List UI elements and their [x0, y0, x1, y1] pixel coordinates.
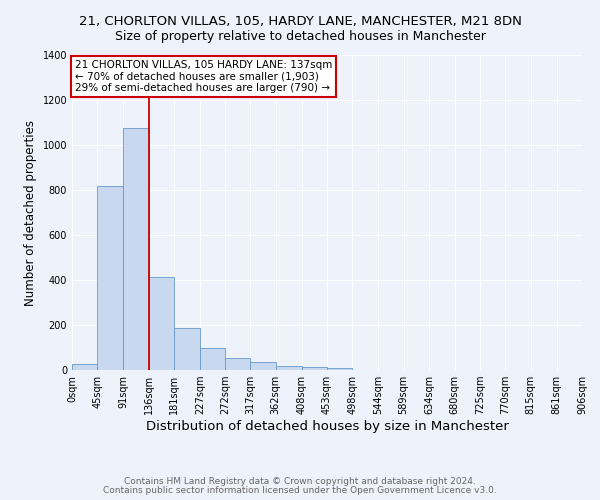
Text: Size of property relative to detached houses in Manchester: Size of property relative to detached ho… — [115, 30, 485, 43]
Text: Contains HM Land Registry data © Crown copyright and database right 2024.: Contains HM Land Registry data © Crown c… — [124, 477, 476, 486]
Bar — [174, 328, 200, 370]
Bar — [250, 362, 276, 370]
Bar — [149, 276, 174, 370]
Bar — [72, 364, 97, 370]
Text: 21 CHORLTON VILLAS, 105 HARDY LANE: 137sqm
← 70% of detached houses are smaller : 21 CHORLTON VILLAS, 105 HARDY LANE: 137s… — [74, 60, 332, 93]
Bar — [276, 366, 302, 370]
Bar — [225, 358, 250, 370]
Bar — [97, 186, 123, 370]
Y-axis label: Number of detached properties: Number of detached properties — [24, 120, 37, 306]
Text: Contains public sector information licensed under the Open Government Licence v3: Contains public sector information licen… — [103, 486, 497, 495]
Bar — [302, 366, 327, 370]
Bar — [200, 348, 225, 370]
Bar — [327, 368, 352, 370]
X-axis label: Distribution of detached houses by size in Manchester: Distribution of detached houses by size … — [146, 420, 508, 433]
Bar — [123, 128, 149, 370]
Text: 21, CHORLTON VILLAS, 105, HARDY LANE, MANCHESTER, M21 8DN: 21, CHORLTON VILLAS, 105, HARDY LANE, MA… — [79, 15, 521, 28]
